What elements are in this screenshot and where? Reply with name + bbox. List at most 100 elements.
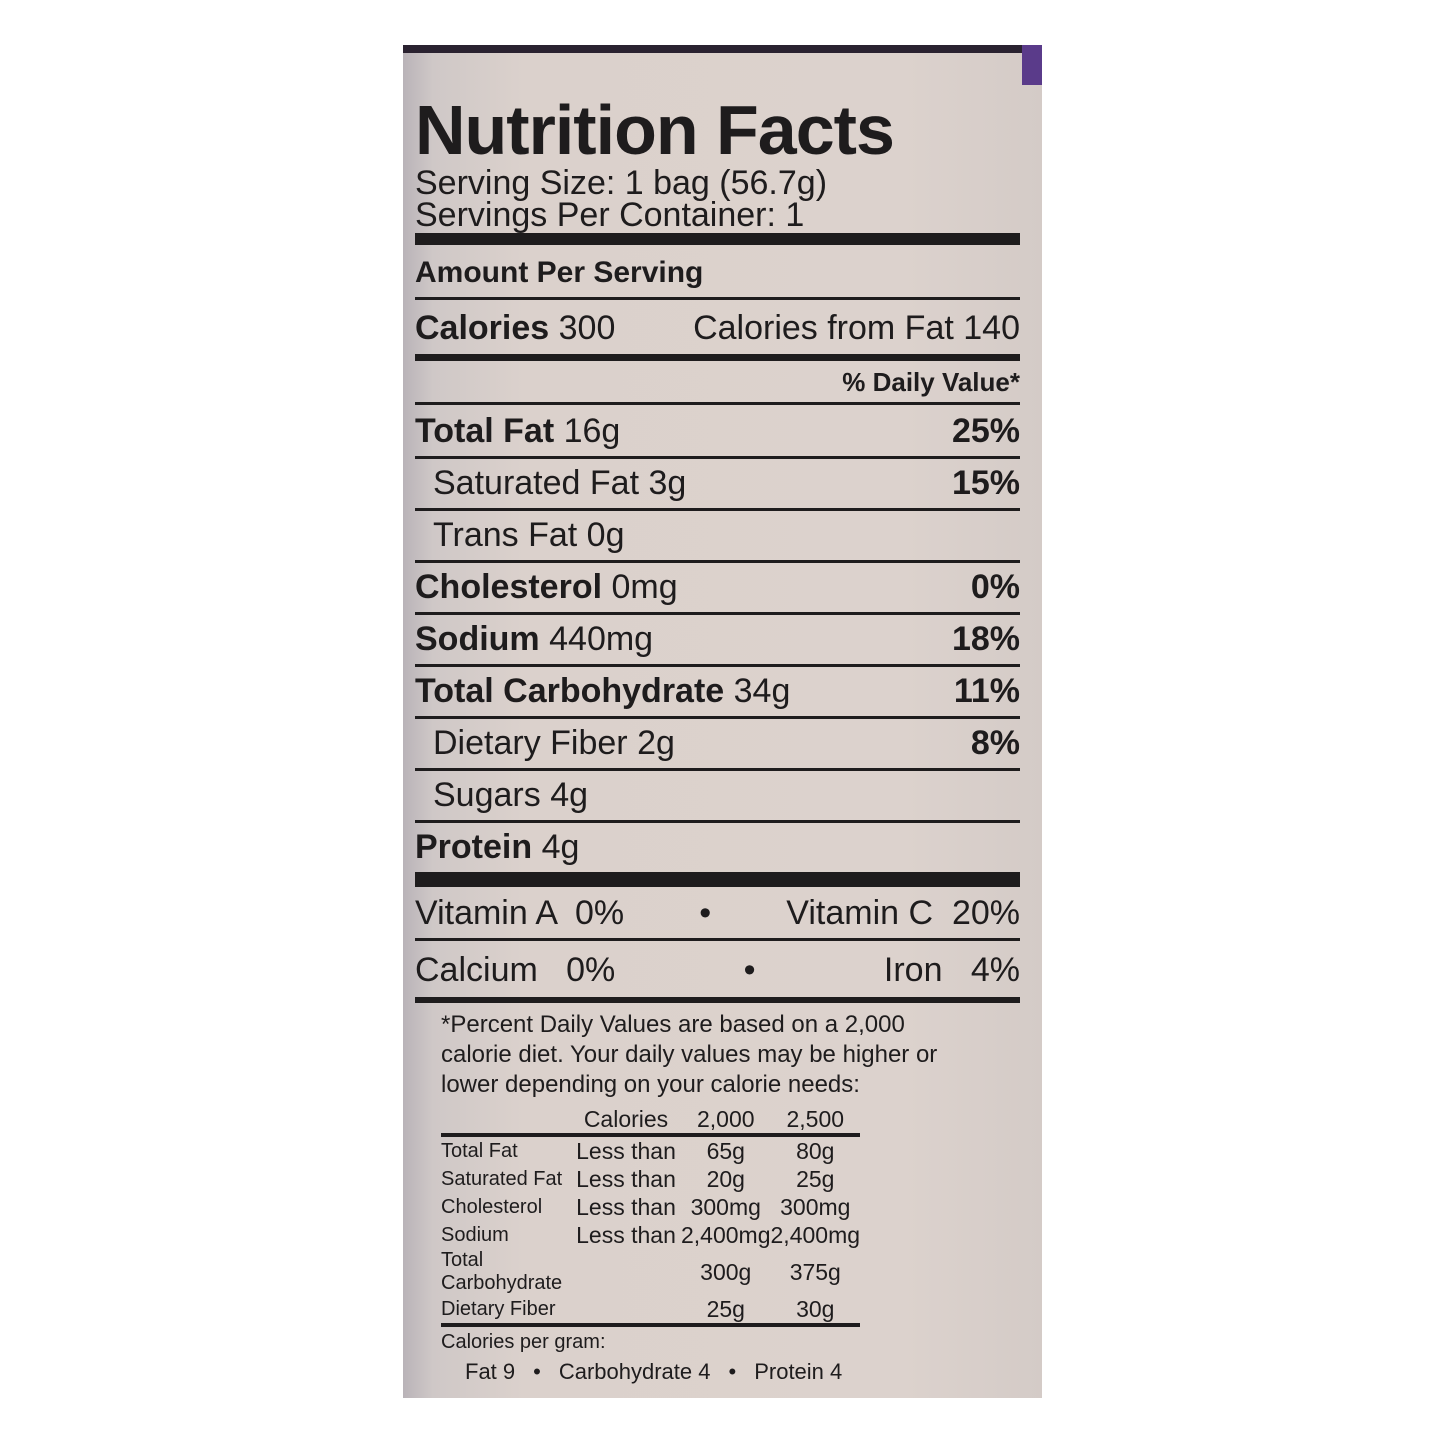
- thick-divider: [415, 233, 1020, 245]
- limit: Less than: [576, 1165, 676, 1192]
- nutrient-daily-value: 11%: [953, 672, 1020, 710]
- calories-per-gram-values: Fat 9 • Carbohydrate 4 • Protein 4: [465, 1357, 842, 1387]
- protein-per-gram: Protein 4: [754, 1359, 843, 1384]
- nutrient-amount: 0g: [586, 516, 625, 554]
- header-blank: [441, 1105, 571, 1135]
- nutrient-name: Cholesterol: [415, 568, 603, 606]
- table-row: Cholesterol Less than 300mg 300mg: [441, 1193, 860, 1221]
- nutrient-name: Cholesterol: [441, 1195, 543, 1218]
- nutrient-name: Trans Fat: [433, 516, 578, 554]
- limit: [571, 1249, 681, 1295]
- table-body: Total Fat Less than 65g 80g Saturated Fat Les…: [441, 1135, 861, 1325]
- vitamin-row: Vitamin A 0% • Vitamin C 20%: [415, 889, 1020, 941]
- nutrient-row: Sugars 4g: [415, 771, 1020, 823]
- bullet: •: [728, 1359, 737, 1384]
- limit: Less than: [576, 1193, 676, 1220]
- nutrient-name: Dietary Fiber: [433, 724, 628, 762]
- limit: Less than: [576, 1221, 676, 1248]
- calories-per-gram-label: Calories per gram:: [441, 1331, 606, 1353]
- value-2500: 300mg: [780, 1193, 851, 1220]
- nutrient-row: Saturated Fat 3g 15%: [415, 459, 1020, 511]
- nutrient-amount: 3g: [648, 464, 687, 502]
- nutrient-daily-value: 25%: [951, 412, 1020, 450]
- nutrient-name: Dietary Fiber: [441, 1297, 556, 1320]
- serving-size: Serving Size: 1 bag (56.7g): [415, 164, 828, 202]
- nutrient-amount: 440mg: [549, 620, 654, 658]
- nutrient-name: Total Fat: [441, 1139, 518, 1162]
- nutrient-amount: 2g: [637, 724, 675, 762]
- calories-row: Calories 300 Calories from Fat 140: [415, 303, 1020, 361]
- thick-divider: [415, 875, 1020, 887]
- header-2000: 2,000: [696, 1105, 755, 1132]
- nutrient-row: Dietary Fiber 2g 8%: [415, 719, 1020, 771]
- value-2000: 300g: [700, 1258, 752, 1285]
- calories-from-fat-label: Calories from Fat: [693, 309, 954, 347]
- nutrient-amount: 0mg: [611, 568, 678, 606]
- nutrient-row: Trans Fat 0g: [415, 511, 1020, 563]
- limit: Less than: [576, 1137, 676, 1164]
- nutrient-daily-value: 0%: [970, 568, 1020, 606]
- nutrient-row: Protein 4g: [415, 823, 1020, 875]
- limit: [571, 1295, 681, 1325]
- footnote-line-3: lower depending on your calorie needs:: [441, 1071, 860, 1098]
- nutrient-name: Saturated Fat: [441, 1167, 563, 1190]
- vitamin-c: Vitamin C 20%: [786, 894, 1020, 932]
- label-title: Nutrition Facts: [415, 91, 895, 169]
- footnote-line-2: calorie diet. Your daily values may be h…: [441, 1041, 938, 1068]
- nutrient-amount: 4g: [550, 776, 589, 814]
- calcium: Calcium 0%: [415, 950, 616, 989]
- package-strip: [403, 45, 1042, 85]
- value-2000: 65g: [706, 1137, 745, 1164]
- value-2000: 25g: [706, 1295, 745, 1322]
- table-row: Total Carbohydrate 300g 375g: [441, 1249, 860, 1295]
- calories-from-fat-value: 140: [963, 309, 1020, 347]
- mineral-row: Calcium 0% • Iron 4%: [415, 943, 1020, 1003]
- nutrient-row: Sodium 440mg 18%: [415, 615, 1020, 667]
- table-row: Saturated Fat Less than 20g 25g: [441, 1165, 860, 1193]
- value-2000: 300mg: [690, 1193, 761, 1220]
- nutrient-amount: 16g: [563, 412, 621, 450]
- nutrient-amount: 4g: [541, 828, 580, 866]
- carbohydrate-per-gram: Carbohydrate 4: [558, 1359, 711, 1384]
- nutrient-name: Sodium: [441, 1223, 509, 1246]
- daily-value-header: % Daily Value*: [415, 363, 1020, 405]
- iron: Iron 4%: [883, 950, 1020, 989]
- footnote-line-1: *Percent Daily Values are based on a 2,0…: [441, 1011, 905, 1038]
- nutrient-row: Total Fat 16g 25%: [415, 407, 1020, 459]
- bullet: •: [699, 894, 712, 932]
- daily-value-table: Calories 2,000 2,500 Total Fat Less than 6…: [441, 1105, 861, 1327]
- nutrient-name: Sugars: [433, 776, 541, 814]
- nutrient-amount: 34g: [733, 672, 791, 710]
- table-header: Calories 2,000 2,500: [441, 1105, 861, 1135]
- nutrient-name: Sodium: [415, 620, 540, 658]
- table-row: Sodium Less than 2,400mg 2,400mg: [441, 1221, 860, 1249]
- value-2500: 80g: [796, 1137, 835, 1164]
- calories-label: Calories: [415, 309, 550, 347]
- bullet: •: [743, 950, 756, 989]
- nutrient-name: Total Fat: [415, 412, 555, 450]
- table-row: Total Fat Less than 65g 80g: [441, 1135, 860, 1165]
- nutrient-name: Total Carbohydrate: [415, 672, 725, 710]
- nutrient-name: Saturated Fat: [433, 464, 640, 502]
- nutrient-row: Total Carbohydrate 34g 11%: [415, 667, 1020, 719]
- value-2500: 30g: [796, 1295, 835, 1322]
- nutrient-daily-value: 18%: [951, 620, 1020, 658]
- value-2000: 2,400mg: [681, 1221, 771, 1248]
- servings-per-container: Servings Per Container: 1: [415, 196, 805, 234]
- package-edge: [1022, 45, 1042, 85]
- table-row: Dietary Fiber 25g 30g: [441, 1295, 860, 1325]
- bullet: •: [533, 1359, 541, 1384]
- nutrient-daily-value: 8%: [970, 724, 1020, 762]
- nutrient-name: Protein: [415, 828, 533, 866]
- value-2500: 375g: [789, 1258, 841, 1285]
- header-2500: 2,500: [786, 1105, 845, 1132]
- value-2500: 25g: [796, 1165, 835, 1192]
- calories-value: 300: [558, 309, 616, 347]
- daily-value-header-text: % Daily Value*: [842, 367, 1020, 397]
- vitamin-a: Vitamin A 0%: [415, 894, 625, 932]
- nutrition-label: Nutrition Facts Serving Size: 1 bag (56.…: [403, 45, 1042, 1398]
- amount-per-serving: Amount Per Serving: [415, 256, 704, 289]
- nutrient-row: Cholesterol 0mg 0%: [415, 563, 1020, 615]
- nutrient-daily-value: 15%: [951, 464, 1020, 502]
- header-calories: Calories: [583, 1105, 669, 1132]
